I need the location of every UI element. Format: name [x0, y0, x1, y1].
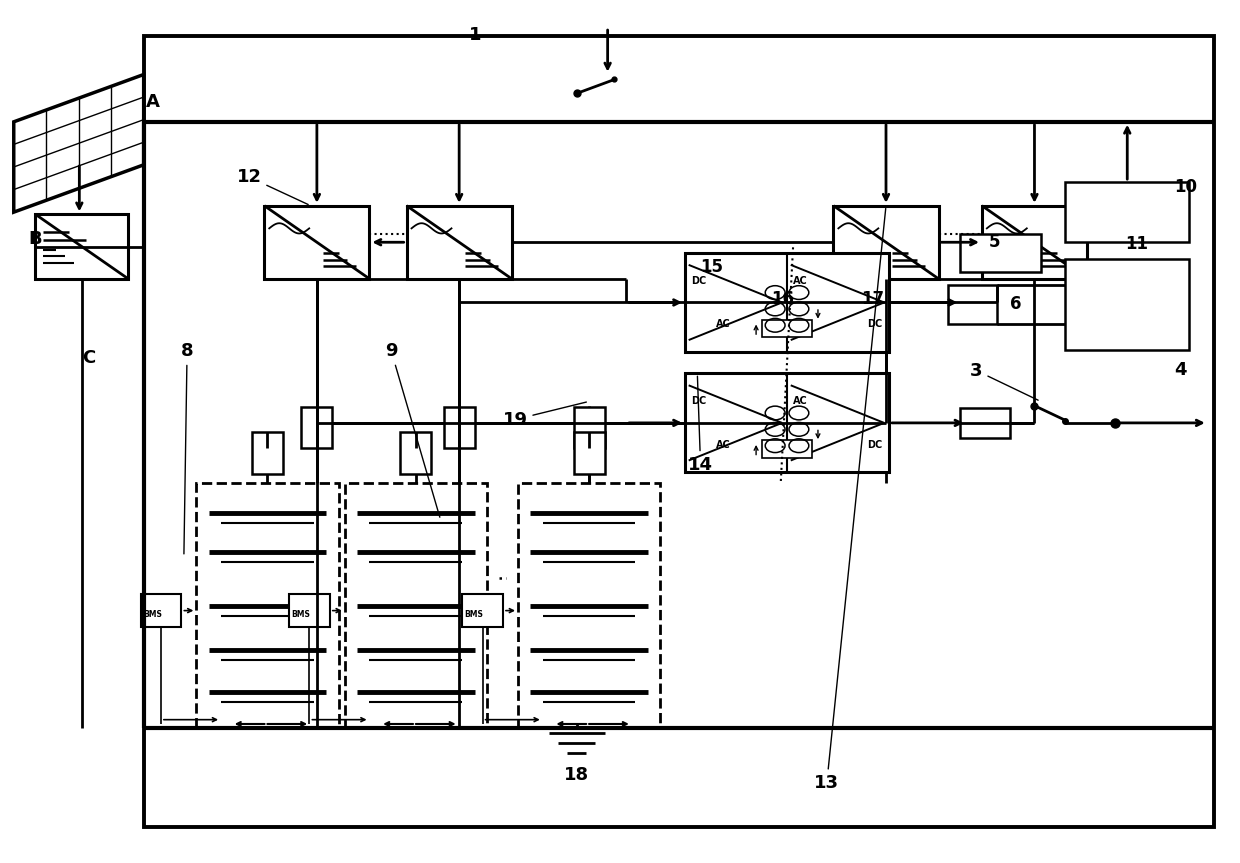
Text: DC: DC: [691, 396, 707, 406]
Bar: [345, 483, 487, 728]
Text: 18: 18: [564, 765, 589, 784]
Text: 8: 8: [181, 342, 193, 554]
Bar: [140, 595, 181, 627]
Bar: [833, 205, 939, 279]
Bar: [1065, 260, 1189, 350]
Bar: [960, 234, 1040, 273]
Bar: [144, 35, 1214, 828]
Bar: [574, 432, 605, 474]
Bar: [1065, 182, 1189, 243]
Text: BMS: BMS: [465, 610, 484, 619]
Text: 19: 19: [502, 402, 587, 429]
Bar: [960, 408, 1009, 438]
Text: AC: AC: [794, 396, 808, 406]
Text: 3: 3: [970, 362, 1038, 400]
Text: 16: 16: [771, 290, 794, 308]
Bar: [289, 595, 330, 627]
Bar: [301, 406, 332, 448]
Text: 12: 12: [237, 168, 309, 205]
Bar: [36, 214, 128, 279]
Text: 13: 13: [815, 209, 885, 792]
Text: 11: 11: [1125, 235, 1148, 253]
Text: C: C: [82, 349, 95, 367]
Bar: [444, 406, 475, 448]
Bar: [947, 286, 997, 324]
Bar: [684, 374, 889, 472]
Bar: [574, 406, 605, 448]
Bar: [982, 205, 1087, 279]
Text: 6: 6: [1009, 295, 1022, 313]
Text: AC: AC: [715, 439, 730, 450]
Text: 4: 4: [1174, 361, 1187, 379]
Bar: [518, 483, 660, 728]
Bar: [407, 205, 512, 279]
Bar: [684, 253, 889, 352]
Text: A: A: [146, 93, 160, 111]
Bar: [401, 432, 432, 474]
Text: 17: 17: [862, 290, 884, 308]
Bar: [264, 205, 370, 279]
Text: B: B: [29, 230, 42, 248]
Text: 10: 10: [1174, 179, 1198, 197]
Bar: [763, 320, 812, 337]
Text: DC: DC: [868, 439, 883, 450]
Text: DC: DC: [868, 319, 883, 329]
Text: AC: AC: [794, 275, 808, 286]
Text: DC: DC: [691, 275, 707, 286]
Text: BMS: BMS: [291, 610, 310, 619]
Bar: [763, 440, 812, 457]
Text: AC: AC: [715, 319, 730, 329]
Text: 14: 14: [688, 376, 713, 474]
Text: 15: 15: [701, 258, 723, 276]
Bar: [463, 595, 503, 627]
Text: 1: 1: [469, 26, 481, 44]
Text: 9: 9: [384, 342, 440, 517]
Text: BMS: BMS: [143, 610, 162, 619]
Bar: [252, 432, 283, 474]
Bar: [196, 483, 339, 728]
Text: 5: 5: [988, 232, 1001, 250]
Polygon shape: [14, 74, 144, 212]
